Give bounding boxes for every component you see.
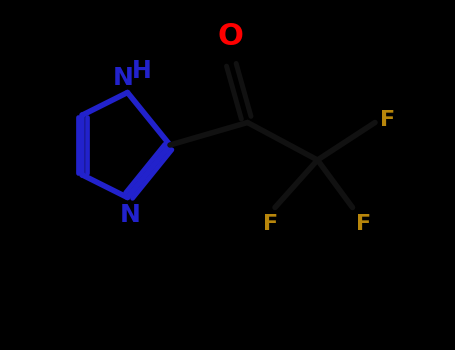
Text: N: N bbox=[120, 203, 141, 228]
Text: N: N bbox=[113, 66, 134, 90]
Text: F: F bbox=[357, 214, 372, 233]
Text: H: H bbox=[131, 60, 152, 84]
Text: F: F bbox=[380, 110, 395, 130]
Text: F: F bbox=[263, 214, 278, 233]
Text: O: O bbox=[217, 22, 243, 51]
